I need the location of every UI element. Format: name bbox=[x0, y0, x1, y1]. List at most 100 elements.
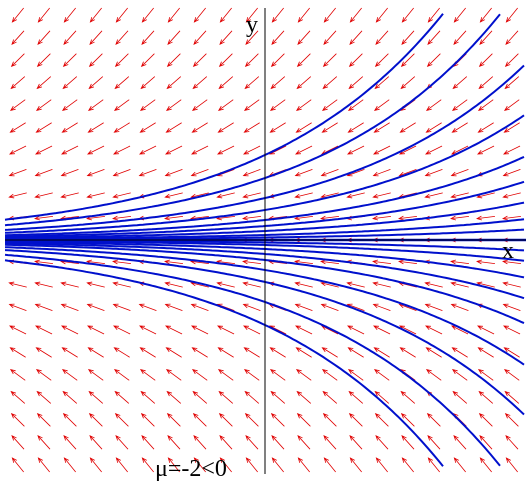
field-arrow bbox=[347, 347, 364, 358]
field-arrow bbox=[502, 303, 521, 312]
field-arrow bbox=[453, 435, 467, 450]
field-arrow bbox=[164, 281, 183, 288]
field-arrow bbox=[398, 215, 417, 221]
field-arrow bbox=[217, 325, 235, 335]
field-arrow bbox=[192, 390, 208, 404]
field-arrow bbox=[218, 412, 233, 427]
field-arrow bbox=[139, 122, 156, 133]
field-arrow bbox=[36, 390, 52, 404]
field-arrow bbox=[322, 390, 338, 404]
field-arrow bbox=[114, 390, 130, 404]
field-arrow bbox=[503, 369, 520, 381]
field-arrow bbox=[115, 435, 129, 450]
field-arrow bbox=[450, 192, 469, 199]
field-arrow bbox=[295, 99, 312, 111]
field-arrow bbox=[34, 281, 53, 288]
field-arrow bbox=[10, 53, 25, 68]
field-arrow bbox=[242, 281, 261, 288]
field-arrow bbox=[88, 390, 104, 404]
field-arrow bbox=[112, 215, 131, 221]
field-arrow bbox=[35, 369, 52, 381]
field-arrow bbox=[295, 122, 312, 133]
field-arrow bbox=[349, 457, 362, 473]
field-arrow bbox=[372, 281, 391, 288]
field-arrow bbox=[372, 168, 391, 177]
field-arrow bbox=[347, 369, 364, 381]
field-arrow bbox=[139, 99, 156, 111]
field-arrow bbox=[244, 390, 260, 404]
field-arrow bbox=[63, 435, 77, 450]
field-arrow bbox=[425, 347, 442, 358]
field-arrow bbox=[165, 347, 182, 358]
y-axis-label: y bbox=[246, 12, 258, 38]
field-arrow bbox=[112, 281, 131, 288]
field-arrow bbox=[164, 192, 183, 199]
field-arrow bbox=[452, 390, 468, 404]
field-arrow bbox=[296, 390, 312, 404]
field-arrow bbox=[165, 369, 182, 381]
field-arrow bbox=[424, 281, 443, 288]
field-arrow bbox=[479, 7, 492, 23]
field-arrow bbox=[8, 303, 27, 312]
field-arrow bbox=[425, 99, 442, 111]
field-arrow bbox=[323, 7, 336, 23]
field-arrow bbox=[243, 99, 260, 111]
field-arrow bbox=[348, 76, 364, 90]
field-arrow bbox=[87, 122, 104, 133]
field-arrow bbox=[89, 7, 102, 23]
field-arrow bbox=[9, 99, 26, 111]
field-arrow bbox=[191, 99, 208, 111]
field-arrow bbox=[295, 347, 312, 358]
field-arrow bbox=[62, 76, 78, 90]
field-arrow bbox=[373, 369, 390, 381]
field-arrow bbox=[450, 281, 469, 288]
field-arrow bbox=[113, 369, 130, 381]
field-arrow bbox=[321, 122, 338, 133]
field-arrow bbox=[453, 7, 466, 23]
field-arrow bbox=[373, 122, 390, 133]
field-arrow bbox=[217, 347, 234, 358]
field-arrow bbox=[477, 347, 494, 358]
field-arrow bbox=[164, 168, 183, 177]
field-arrow bbox=[320, 168, 339, 177]
field-arrow bbox=[321, 325, 339, 335]
field-arrow bbox=[245, 30, 259, 45]
field-arrow bbox=[347, 325, 365, 335]
field-arrow bbox=[348, 53, 363, 68]
field-arrow bbox=[62, 412, 77, 427]
field-arrow bbox=[219, 457, 232, 473]
field-arrow bbox=[61, 369, 78, 381]
field-arrow bbox=[62, 390, 78, 404]
field-arrow bbox=[193, 457, 206, 473]
field-arrow bbox=[504, 76, 520, 90]
field-arrow bbox=[296, 76, 312, 90]
field-arrow bbox=[269, 369, 286, 381]
field-arrow bbox=[167, 457, 180, 473]
field-arrow bbox=[191, 122, 208, 133]
field-arrow bbox=[60, 303, 79, 312]
parameter-annotation: μ=-2<0 bbox=[155, 456, 227, 481]
field-arrow bbox=[401, 7, 414, 23]
field-arrow bbox=[243, 369, 260, 381]
field-arrow bbox=[372, 259, 391, 265]
field-arrow bbox=[323, 435, 337, 450]
field-arrow bbox=[34, 215, 53, 221]
field-arrow bbox=[478, 76, 494, 90]
field-arrow bbox=[192, 76, 208, 90]
field-arrow bbox=[372, 215, 391, 221]
field-arrow bbox=[9, 122, 26, 133]
field-arrow bbox=[219, 30, 233, 45]
field-arrow bbox=[37, 435, 51, 450]
field-arrow bbox=[138, 303, 157, 312]
field-arrow bbox=[9, 369, 26, 381]
field-arrow bbox=[88, 76, 104, 90]
field-arrow bbox=[217, 369, 234, 381]
field-arrow bbox=[297, 30, 311, 45]
field-arrow bbox=[347, 99, 364, 111]
field-arrow bbox=[8, 281, 27, 288]
field-arrow bbox=[112, 168, 131, 177]
field-arrow bbox=[87, 325, 105, 335]
field-arrow bbox=[243, 347, 260, 358]
field-arrow bbox=[374, 53, 389, 68]
field-arrow bbox=[9, 145, 27, 155]
